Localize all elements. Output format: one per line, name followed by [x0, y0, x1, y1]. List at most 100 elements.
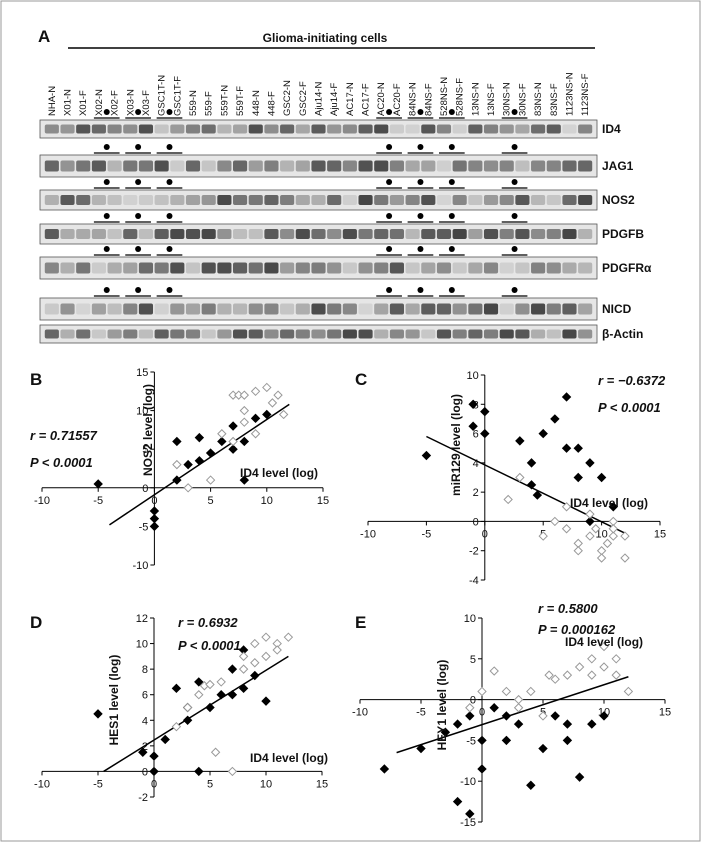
point [562, 670, 573, 680]
point [250, 670, 260, 681]
panel-label: B [30, 370, 42, 389]
band [44, 262, 59, 274]
lane-label: 83NS-F [549, 83, 560, 116]
band [60, 329, 75, 339]
band [374, 229, 389, 239]
point [238, 683, 249, 694]
band [483, 262, 499, 274]
point [503, 494, 513, 505]
band [154, 262, 169, 274]
y-axis-label: miR129 level (log) [449, 394, 463, 496]
point [217, 429, 227, 439]
point [250, 413, 261, 424]
comparison-dot [103, 144, 110, 150]
band [405, 262, 420, 274]
point [477, 686, 487, 697]
point [526, 686, 536, 697]
band [468, 229, 483, 239]
band [248, 303, 263, 315]
band [327, 195, 342, 205]
band [280, 160, 295, 172]
band [138, 303, 154, 315]
band [421, 303, 436, 315]
point [149, 766, 159, 777]
comparison-dot [448, 213, 455, 219]
band [44, 160, 59, 172]
point [93, 479, 103, 489]
y-tick-label: 6 [142, 690, 148, 702]
band [170, 160, 185, 172]
band [154, 124, 169, 134]
point [501, 686, 512, 697]
band [578, 303, 593, 315]
point [261, 632, 271, 642]
point [480, 406, 490, 417]
band [217, 229, 232, 239]
band [138, 229, 154, 239]
lane-label: 559-N [188, 90, 199, 116]
comparison-dot [103, 287, 110, 293]
point [452, 796, 463, 807]
band [562, 229, 577, 239]
point [194, 456, 205, 466]
lane-label: X02-N [94, 89, 105, 116]
band [123, 195, 138, 205]
lane-label: 559-F [204, 91, 215, 116]
lane-label: 528NS-N [439, 77, 450, 116]
lane-label: Aju14-N [314, 82, 325, 116]
band [546, 195, 561, 205]
point [608, 524, 618, 534]
band [217, 262, 232, 274]
y-tick-label: 10 [464, 613, 476, 625]
band [405, 229, 420, 239]
point [250, 638, 260, 649]
point [93, 709, 103, 719]
point [205, 448, 216, 458]
band [91, 229, 106, 239]
band [201, 262, 216, 274]
band [468, 124, 483, 134]
point [489, 703, 499, 713]
band [389, 262, 404, 274]
comparison-dot [448, 109, 455, 115]
annotation: r = 0.6932 [178, 615, 238, 630]
band [311, 195, 326, 205]
band [436, 303, 452, 315]
comparison-dot [103, 109, 110, 115]
y-tick-label: 2 [473, 487, 479, 499]
comparison-dot [135, 213, 142, 219]
point [238, 651, 249, 662]
band [546, 229, 561, 239]
y-tick-label: -5 [466, 735, 476, 747]
band [170, 124, 185, 134]
comparison-dot [417, 246, 424, 252]
band [483, 160, 499, 172]
band [483, 329, 499, 339]
panel-label: A [38, 27, 50, 46]
point [611, 654, 621, 664]
point [591, 524, 601, 534]
band [154, 195, 169, 205]
band [76, 124, 91, 134]
x-tick-label: 0 [151, 495, 157, 507]
comparison-dot [135, 287, 142, 293]
point [250, 429, 261, 439]
x-axis-label: ID4 level (log) [240, 466, 318, 480]
band [468, 262, 483, 274]
comparison-dot [448, 287, 455, 293]
point [562, 719, 573, 729]
band [248, 329, 263, 339]
band [342, 124, 357, 134]
y-tick-label: 0 [142, 483, 148, 495]
lane-label: NHA-N [47, 86, 58, 116]
y-axis-label: HEY1 level (log) [435, 660, 449, 751]
band [138, 329, 154, 339]
annotation: P < 0.0001 [178, 638, 241, 653]
point [513, 719, 524, 729]
band [280, 229, 295, 239]
band [295, 329, 310, 339]
point [239, 405, 250, 416]
y-tick-label: 5 [142, 444, 148, 456]
band [342, 160, 357, 172]
